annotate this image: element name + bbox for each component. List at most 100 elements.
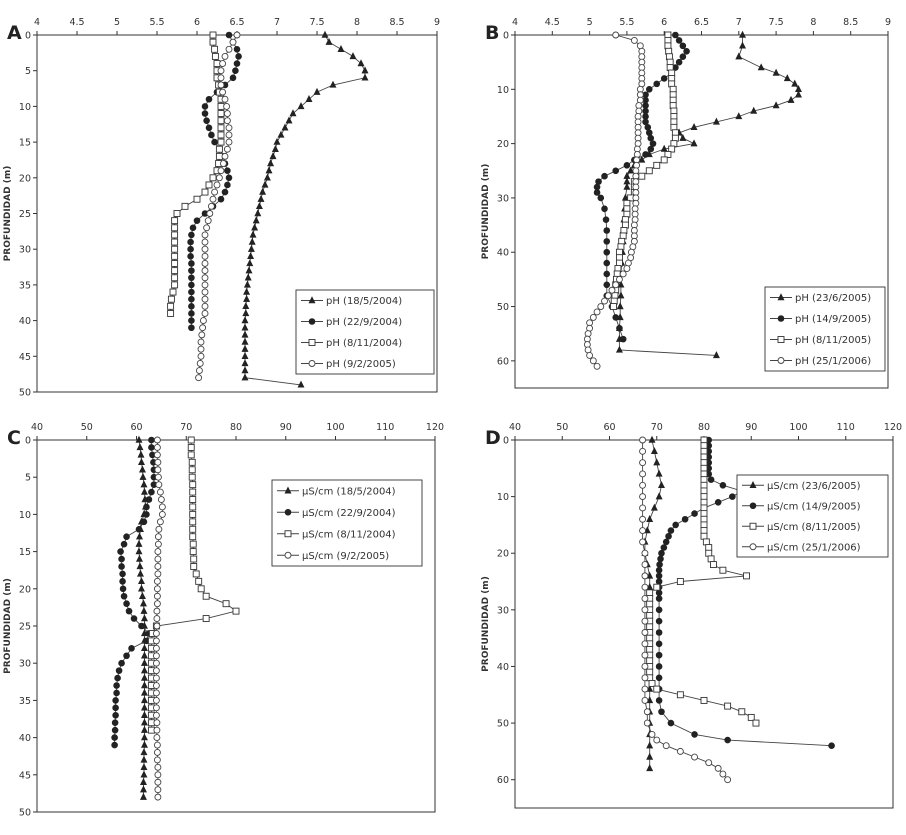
data-point xyxy=(657,555,664,563)
data-point xyxy=(683,47,690,55)
data-point xyxy=(241,344,249,352)
chart-panel-b: 4 4.5 5 5.5 6 6.5 7 7.5 8 8.5 9 0 10 20 30 40 50 60 PROFUN… xyxy=(481,17,891,389)
data-point xyxy=(691,510,698,517)
data-point xyxy=(241,359,249,367)
data-point xyxy=(244,273,252,281)
data-point xyxy=(655,492,663,500)
x-tick-label: 4 xyxy=(512,17,518,28)
data-point xyxy=(649,140,657,147)
data-point xyxy=(145,496,153,503)
data-point xyxy=(655,640,663,648)
data-point xyxy=(639,538,647,546)
series-4 xyxy=(152,436,166,801)
data-point xyxy=(190,555,198,563)
data-point xyxy=(589,313,597,321)
data-point xyxy=(641,595,649,602)
data-point xyxy=(601,172,608,180)
data-point xyxy=(676,691,684,699)
data-point xyxy=(224,167,231,174)
data-point xyxy=(153,436,161,444)
data-point xyxy=(639,447,647,455)
data-point xyxy=(612,281,620,289)
data-point xyxy=(645,86,653,93)
data-point xyxy=(646,668,654,676)
data-point xyxy=(201,295,209,303)
data-point xyxy=(201,252,209,260)
data-point xyxy=(660,544,668,551)
y-tick-label: 30 xyxy=(19,659,31,670)
data-point xyxy=(655,606,663,614)
data-point xyxy=(188,260,195,267)
data-point xyxy=(154,533,162,541)
y-tick-label: 0 xyxy=(503,436,509,447)
data-point xyxy=(638,155,646,163)
data-point xyxy=(167,295,175,303)
data-point xyxy=(700,481,708,489)
data-point xyxy=(232,67,239,74)
data-point xyxy=(154,763,162,771)
legend-item: µS/cm (23/6/2005) xyxy=(742,481,861,492)
data-point xyxy=(217,110,225,117)
data-point xyxy=(642,151,649,158)
data-point xyxy=(171,217,179,225)
data-point xyxy=(660,75,668,82)
data-point xyxy=(221,188,229,196)
x-tick-label: 5.5 xyxy=(619,17,634,28)
legend-item: µS/cm (25/1/2006) xyxy=(742,542,861,553)
data-point xyxy=(233,60,241,67)
data-point xyxy=(119,570,126,578)
data-point xyxy=(171,238,179,246)
data-point xyxy=(217,124,225,132)
data-point xyxy=(648,435,656,443)
data-point xyxy=(221,152,229,160)
y-axis-title: PROFUNDIDAD (m) xyxy=(3,166,13,262)
data-point xyxy=(199,324,207,332)
legend-label: pH (25/1/2006) xyxy=(795,356,871,367)
chart-panel-c: 40 50 60 70 80 90 100 110 120 0 5 10 15 20 25 30 35 40 45 5… xyxy=(3,422,444,819)
data-point xyxy=(136,569,144,577)
x-tick-label: 70 xyxy=(180,422,192,433)
x-tick-label: 8 xyxy=(810,17,816,28)
data-point xyxy=(123,600,130,607)
data-point xyxy=(638,172,646,180)
data-point xyxy=(201,260,209,267)
data-point xyxy=(265,166,273,174)
y-axis-title: PROFUNDIDAD (m) xyxy=(481,164,491,260)
data-point xyxy=(115,667,123,674)
y-tick-label: 40 xyxy=(497,248,509,259)
x-tick-label: 7 xyxy=(736,17,742,28)
data-point xyxy=(772,101,780,109)
data-point xyxy=(153,443,161,451)
data-point xyxy=(135,554,143,562)
data-point xyxy=(139,599,147,607)
data-point xyxy=(261,180,269,188)
data-point xyxy=(783,74,791,82)
legend-box xyxy=(736,474,889,558)
data-point xyxy=(254,209,262,217)
data-point xyxy=(154,466,162,474)
data-point xyxy=(655,589,663,597)
data-point xyxy=(217,138,225,146)
data-point xyxy=(235,53,242,60)
legend-label: pH (22/9/2004) xyxy=(326,317,402,328)
data-point xyxy=(171,252,179,260)
data-point xyxy=(189,488,197,496)
legend-item: pH (25/1/2006) xyxy=(770,356,871,367)
data-point xyxy=(641,606,649,614)
data-point xyxy=(152,637,160,645)
data-point xyxy=(623,162,631,169)
data-point xyxy=(739,41,747,49)
data-point xyxy=(225,138,233,146)
data-point xyxy=(171,231,179,239)
x-tick-label: 5 xyxy=(114,17,120,28)
data-point xyxy=(617,280,625,288)
data-point xyxy=(623,265,631,272)
data-point xyxy=(749,522,757,530)
data-point xyxy=(197,338,205,346)
y-tick-label: 5 xyxy=(25,473,31,484)
x-tick-label: 8.5 xyxy=(389,17,404,28)
data-point xyxy=(700,442,708,450)
data-point xyxy=(619,270,627,278)
x-tick-label: 60 xyxy=(603,422,615,433)
